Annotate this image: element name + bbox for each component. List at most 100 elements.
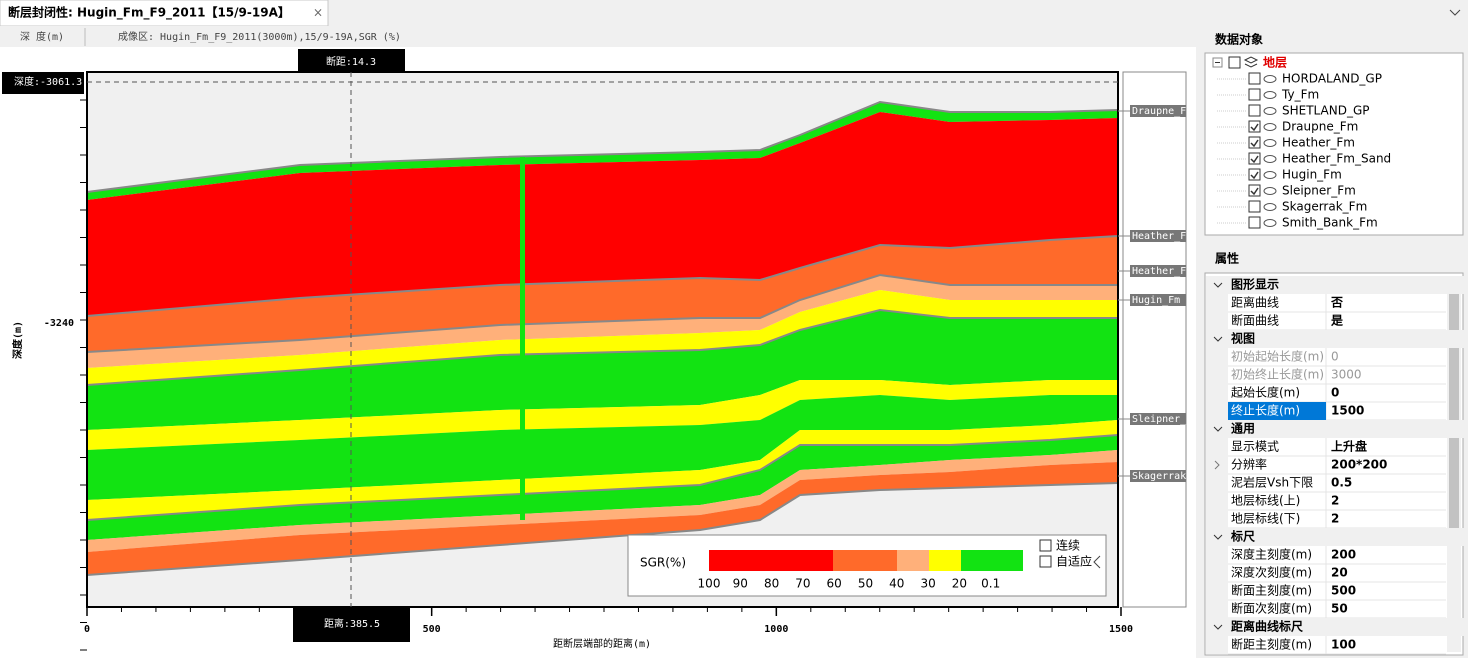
- checkbox[interactable]: [1248, 216, 1261, 229]
- checkbox[interactable]: [1248, 104, 1261, 117]
- property-label[interactable]: 距离曲线: [1231, 295, 1279, 310]
- property-value[interactable]: 500: [1331, 584, 1356, 598]
- checkbox[interactable]: [1228, 56, 1241, 69]
- group-chevron[interactable]: [1213, 426, 1223, 432]
- property-value[interactable]: 0: [1331, 386, 1339, 400]
- x-tick-label: 0: [84, 624, 90, 635]
- checkbox[interactable]: [1248, 200, 1261, 213]
- property-value[interactable]: 2: [1331, 494, 1339, 508]
- group-chevron[interactable]: [1213, 534, 1223, 540]
- group-chevron[interactable]: [1213, 336, 1223, 342]
- group-chevron[interactable]: [1213, 624, 1223, 630]
- tab-menu[interactable]: [1449, 9, 1461, 16]
- property-value[interactable]: 0.5: [1331, 476, 1352, 490]
- scrollbar-thumb[interactable]: [1449, 290, 1459, 545]
- visibility-icon[interactable]: [1263, 91, 1277, 99]
- check-mark: [1250, 155, 1259, 164]
- checkbox[interactable]: [1248, 88, 1261, 101]
- tab[interactable]: [0, 0, 329, 27]
- property-value[interactable]: 否: [1330, 296, 1343, 310]
- horizon-tag: [1130, 105, 1186, 117]
- property-label[interactable]: 断面次刻度(m): [1231, 601, 1312, 616]
- visibility-icon[interactable]: [1263, 139, 1277, 147]
- visibility-icon[interactable]: [1263, 123, 1277, 131]
- group-chevron[interactable]: [1213, 282, 1223, 288]
- group-row: [1206, 330, 1468, 348]
- horizon-label: Sleipner_: [1132, 414, 1187, 425]
- checkbox[interactable]: [1248, 136, 1261, 149]
- property-label[interactable]: 泥岩层Vsh下限: [1231, 475, 1313, 490]
- properties-title: 属性: [1215, 251, 1239, 266]
- property-value[interactable]: 200*200: [1331, 458, 1387, 472]
- visibility-icon[interactable]: [1263, 107, 1277, 115]
- property-label[interactable]: 断距主刻度(m): [1231, 637, 1312, 652]
- tree-item-label: Ty_Fm: [1281, 88, 1319, 102]
- sgr-band: [87, 310, 1118, 430]
- legend-swatch: [897, 550, 929, 571]
- checkbox[interactable]: [1039, 539, 1052, 552]
- property-label[interactable]: 断面主刻度(m): [1231, 583, 1312, 598]
- checkbox[interactable]: [1248, 184, 1261, 197]
- property-label[interactable]: 地层标线(下): [1231, 512, 1300, 526]
- legend-swatch: [709, 550, 833, 571]
- tree-item-label: SHETLAND_GP: [1282, 104, 1369, 118]
- visibility-icon[interactable]: [1263, 155, 1277, 163]
- checkbox[interactable]: [1248, 120, 1261, 133]
- row-expander[interactable]: [1214, 460, 1220, 470]
- property-value[interactable]: 2: [1331, 512, 1339, 526]
- tree-root-label: 地层: [1263, 55, 1287, 70]
- group-title: 图形显示: [1231, 278, 1279, 292]
- horizon-label: Skagerrak: [1132, 471, 1186, 482]
- tab-close[interactable]: ×: [313, 6, 323, 20]
- group-row: [1206, 528, 1468, 546]
- visibility-icon[interactable]: [1263, 187, 1277, 195]
- property-value[interactable]: 1500: [1331, 404, 1364, 418]
- group-row: [1206, 420, 1468, 438]
- property-label[interactable]: 初始终止长度(m): [1231, 367, 1324, 382]
- property-label[interactable]: 起始长度(m): [1231, 385, 1300, 400]
- legend-scale-label: 70: [795, 577, 810, 591]
- checkbox[interactable]: [1248, 168, 1261, 181]
- property-label[interactable]: 地层标线(上): [1231, 494, 1300, 508]
- x-tick-label: 1500: [1109, 624, 1133, 635]
- tree: [1204, 52, 1464, 236]
- legend-scale-label: 100: [698, 577, 721, 591]
- property-value[interactable]: 上升盘: [1331, 439, 1367, 454]
- legend-collapse[interactable]: [1093, 555, 1101, 569]
- property-label[interactable]: 初始起始长度(m): [1231, 349, 1324, 364]
- sgr-band: [87, 380, 1118, 450]
- checkbox[interactable]: [1039, 555, 1052, 568]
- tree-item-label: Draupne_Fm: [1282, 120, 1358, 134]
- horizon-line: [86, 482, 1119, 576]
- property-label[interactable]: 分辨率: [1231, 457, 1267, 472]
- property-value[interactable]: 20: [1331, 566, 1348, 580]
- grid-margin: [1206, 276, 1228, 654]
- horizon-tag: [1130, 265, 1186, 277]
- depth-label: 深度:-3061.3: [14, 75, 82, 88]
- legend-scale-label: 90: [733, 577, 748, 591]
- horizon-label-column: [1122, 71, 1187, 608]
- visibility-icon[interactable]: [1263, 171, 1277, 179]
- checkbox[interactable]: [1248, 152, 1261, 165]
- legend-swatch: [833, 550, 897, 571]
- property-value[interactable]: 100: [1331, 638, 1356, 652]
- visibility-icon[interactable]: [1263, 219, 1277, 227]
- property-label[interactable]: 深度主刻度(m): [1231, 547, 1312, 562]
- selected-cell: [1228, 402, 1326, 420]
- group-row: [1206, 276, 1468, 294]
- data-objects-title: 数据对象: [1215, 32, 1263, 47]
- property-value[interactable]: 是: [1330, 314, 1344, 328]
- visibility-icon[interactable]: [1263, 75, 1277, 83]
- property-value[interactable]: 50: [1331, 602, 1348, 616]
- property-value[interactable]: 0: [1331, 350, 1339, 364]
- property-label[interactable]: 断面曲线: [1231, 313, 1279, 328]
- property-value[interactable]: 3000: [1331, 368, 1362, 382]
- property-value[interactable]: 200: [1331, 548, 1356, 562]
- property-label[interactable]: 终止长度(m): [1231, 403, 1300, 418]
- checkbox[interactable]: [1248, 72, 1261, 85]
- property-label[interactable]: 显示模式: [1231, 440, 1279, 454]
- property-label[interactable]: 深度次刻度(m): [1231, 565, 1312, 580]
- depth-column-header: 深 度(m): [20, 30, 64, 43]
- visibility-icon[interactable]: [1263, 203, 1277, 211]
